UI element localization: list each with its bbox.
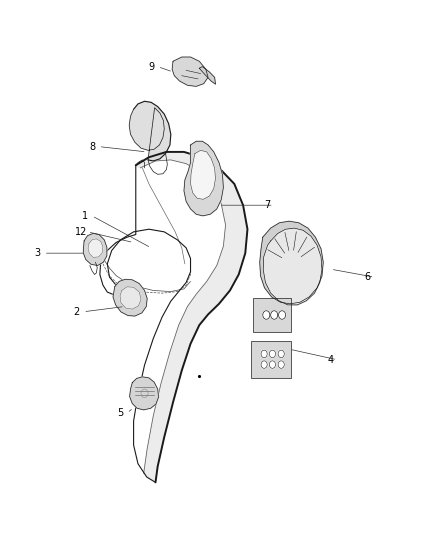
Polygon shape [129,101,171,161]
Circle shape [278,350,284,358]
Circle shape [263,311,270,319]
Polygon shape [88,239,103,257]
Text: 1: 1 [82,211,88,221]
Text: 2: 2 [74,307,80,317]
Circle shape [278,361,284,368]
Polygon shape [136,152,247,482]
Text: 12: 12 [75,227,87,237]
Circle shape [269,361,276,368]
Circle shape [261,350,267,358]
FancyBboxPatch shape [251,341,291,378]
Polygon shape [184,141,223,216]
Text: 6: 6 [365,272,371,282]
Polygon shape [263,228,322,305]
Circle shape [271,311,278,319]
Polygon shape [191,150,215,199]
FancyBboxPatch shape [253,298,291,332]
Circle shape [269,350,276,358]
Polygon shape [113,279,147,316]
Circle shape [279,311,286,319]
Polygon shape [199,67,215,84]
Text: 5: 5 [117,408,124,418]
Polygon shape [172,57,208,86]
Polygon shape [130,377,159,410]
Polygon shape [120,287,141,309]
Text: 9: 9 [148,62,154,71]
Circle shape [261,361,267,368]
Polygon shape [83,233,107,265]
Text: 8: 8 [89,142,95,151]
Polygon shape [260,221,323,305]
Text: 4: 4 [328,355,334,365]
Text: 7: 7 [264,200,270,210]
Text: 3: 3 [34,248,40,258]
